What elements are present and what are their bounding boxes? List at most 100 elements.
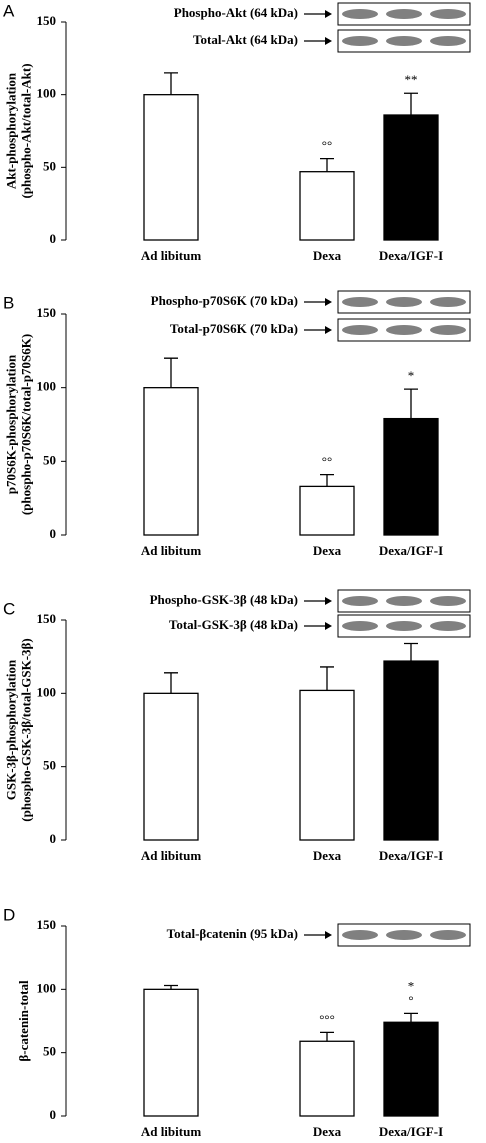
blot-band xyxy=(430,297,466,307)
arrow-head xyxy=(325,597,332,605)
x-tick-label: Dexa/IGF-I xyxy=(379,248,443,263)
blot-label: Total-βcatenin (95 kDa) xyxy=(167,926,298,941)
error-bar xyxy=(164,72,178,95)
y-axis-label: (phospho-GSK-3β/total-GSK-3β) xyxy=(18,638,33,821)
annotation: °° xyxy=(322,138,332,153)
x-tick-label: Dexa xyxy=(313,248,342,263)
blot-band xyxy=(386,9,422,19)
blot-band xyxy=(386,621,422,631)
y-axis-label: β-catenin-total xyxy=(16,980,31,1062)
annotation: °° xyxy=(322,454,332,469)
arrow-head xyxy=(325,298,332,306)
blot-band xyxy=(386,297,422,307)
blot-band xyxy=(430,325,466,335)
error-bar xyxy=(164,357,178,388)
arrow-head xyxy=(325,37,332,45)
error-bar xyxy=(164,672,178,694)
blot-label: Phospho-p70S6K (70 kDa) xyxy=(151,293,298,308)
blot-label: Phospho-Akt (64 kDa) xyxy=(174,5,298,20)
y-axis-label: GSK-3β-phosphorylation xyxy=(3,659,18,800)
error-bar xyxy=(404,642,418,662)
blot-band xyxy=(430,9,466,19)
blot-band xyxy=(386,36,422,46)
blot-band xyxy=(430,596,466,606)
blot-band xyxy=(430,36,466,46)
bar xyxy=(143,387,199,536)
annotation: * xyxy=(408,368,415,383)
y-tick-label: 50 xyxy=(43,452,56,467)
x-tick-label: Ad libitum xyxy=(141,248,201,263)
y-tick-label: 50 xyxy=(43,758,56,773)
blot-label: Total-Akt (64 kDa) xyxy=(193,32,298,47)
arrow-head xyxy=(325,10,332,18)
blot-label: Total-p70S6K (70 kDa) xyxy=(170,321,298,336)
blot-band xyxy=(386,596,422,606)
blot-band xyxy=(342,36,378,46)
y-tick-label: 100 xyxy=(37,86,57,101)
blot-band xyxy=(386,325,422,335)
blot-band xyxy=(342,621,378,631)
y-tick-label: 50 xyxy=(43,1044,56,1059)
x-tick-label: Dexa/IGF-I xyxy=(379,848,443,863)
error-bar xyxy=(164,984,178,990)
x-tick-label: Dexa xyxy=(313,848,342,863)
annotation: ** xyxy=(405,72,418,87)
y-tick-label: 0 xyxy=(50,831,57,846)
error-bar xyxy=(404,92,418,116)
blot-label: Phospho-GSK-3β (48 kDa) xyxy=(150,592,298,607)
panel-letter: D xyxy=(3,905,15,924)
y-tick-label: 100 xyxy=(37,980,57,995)
x-tick-label: Dexa/IGF-I xyxy=(379,1124,443,1139)
y-tick-label: 150 xyxy=(37,305,57,320)
x-tick-label: Dexa xyxy=(313,543,342,558)
bar xyxy=(383,1021,439,1117)
bar xyxy=(143,94,199,241)
bar xyxy=(299,171,355,241)
annotation: * xyxy=(408,978,415,993)
x-tick-label: Dexa/IGF-I xyxy=(379,543,443,558)
bar xyxy=(383,114,439,241)
annotation: ° xyxy=(408,992,413,1007)
y-tick-label: 0 xyxy=(50,526,57,541)
y-axis-label: Akt-phosphorylation xyxy=(3,72,18,189)
x-tick-label: Ad libitum xyxy=(141,543,201,558)
y-tick-label: 0 xyxy=(50,1107,57,1122)
bar xyxy=(143,988,199,1117)
bar xyxy=(383,417,439,536)
blot-band xyxy=(430,930,466,940)
blot-label: Total-GSK-3β (48 kDa) xyxy=(169,617,298,632)
x-tick-label: Dexa xyxy=(313,1124,342,1139)
bar xyxy=(299,485,355,536)
bar xyxy=(143,692,199,841)
blot-band xyxy=(342,297,378,307)
y-axis-label: (phospho-p70S6K/total-p70S6K) xyxy=(18,334,33,515)
y-tick-label: 50 xyxy=(43,158,56,173)
x-tick-label: Ad libitum xyxy=(141,1124,201,1139)
bar xyxy=(299,689,355,841)
panel-letter: C xyxy=(3,599,15,618)
panel-letter: A xyxy=(3,1,15,20)
blot-band xyxy=(342,9,378,19)
error-bar xyxy=(404,388,418,419)
y-tick-label: 100 xyxy=(37,684,57,699)
blot-band xyxy=(386,930,422,940)
error-bar xyxy=(404,1012,418,1023)
y-tick-label: 150 xyxy=(37,611,57,626)
y-axis-label: (phospho-Akt/total-Akt) xyxy=(18,63,33,198)
x-tick-label: Ad libitum xyxy=(141,848,201,863)
y-axis-label: p70S6K-phosphorylation xyxy=(3,354,18,494)
bar xyxy=(383,660,439,841)
panel-letter: B xyxy=(3,293,14,312)
blot-band xyxy=(342,596,378,606)
y-tick-label: 100 xyxy=(37,379,57,394)
error-bar xyxy=(320,473,334,487)
bar xyxy=(299,1040,355,1117)
arrow-head xyxy=(325,326,332,334)
arrow-head xyxy=(325,931,332,939)
blot-band xyxy=(342,325,378,335)
blot-band xyxy=(342,930,378,940)
blot-band xyxy=(430,621,466,631)
y-tick-label: 0 xyxy=(50,231,57,246)
annotation: °°° xyxy=(319,1011,335,1026)
